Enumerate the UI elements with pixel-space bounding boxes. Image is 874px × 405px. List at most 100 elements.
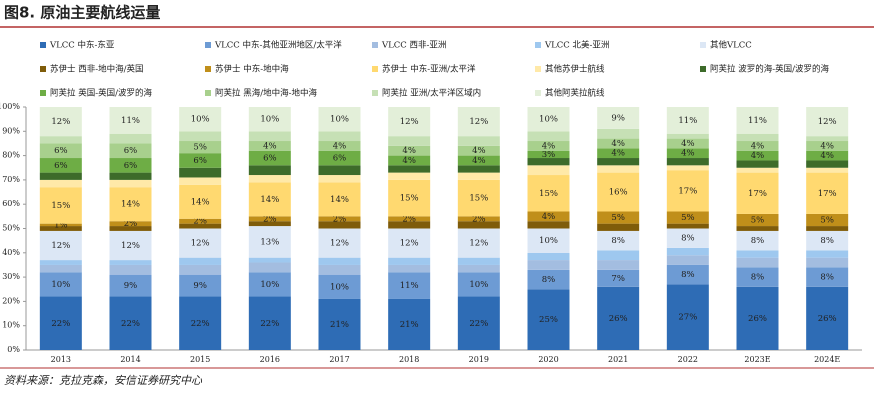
bar-segment [179, 141, 222, 154]
data-label: 8% [820, 273, 834, 283]
data-label: 4% [820, 141, 834, 151]
bar-segment [39, 260, 82, 265]
data-label: 5% [751, 215, 765, 225]
data-label: 4% [542, 212, 556, 222]
bar-segment [388, 228, 431, 258]
data-label: 11% [400, 281, 419, 291]
data-label: 12% [121, 241, 140, 251]
bar-segment [597, 230, 640, 251]
data-label: 8% [751, 236, 765, 246]
chart-title: 图8. 原油主要航线运量 [4, 4, 160, 22]
legend-label: 苏伊士 中东-亚洲/太平洋 [382, 64, 476, 75]
data-label: 10% [330, 115, 349, 125]
bar-segment [179, 184, 222, 219]
data-label: 21% [400, 320, 419, 330]
bar-segment [736, 267, 779, 287]
bar-segment [597, 223, 640, 231]
bar-segment [736, 230, 779, 251]
bar-segment [527, 211, 570, 222]
bar-segment [736, 167, 779, 173]
x-tick-label: 2024E [814, 355, 840, 364]
bar-segment [109, 260, 152, 265]
bar-segment [388, 216, 431, 222]
x-tick-label: 2019 [469, 355, 489, 364]
data-label: 4% [542, 141, 556, 151]
data-label: 22% [121, 319, 140, 329]
bar-segment [527, 175, 570, 212]
data-label: 17% [748, 189, 767, 199]
legend-swatch [372, 66, 378, 72]
data-label: 6% [333, 154, 347, 164]
bar-segment [318, 131, 361, 142]
data-label: 12% [191, 239, 210, 249]
y-tick-label: 40% [2, 248, 20, 257]
bar-segment [248, 107, 291, 132]
bar-segment [736, 141, 779, 151]
bar-segment [318, 107, 361, 132]
data-label: 6% [124, 146, 138, 156]
data-label: 12% [469, 239, 488, 249]
bar-segment [248, 131, 291, 142]
bar-segment [736, 107, 779, 134]
data-label: 3% [542, 150, 556, 160]
data-label: 15% [539, 189, 558, 199]
bar-segment [248, 216, 291, 222]
data-label: 6% [54, 161, 68, 171]
bar-segment [457, 221, 500, 229]
bar-segment [457, 165, 500, 173]
data-label: 8% [542, 275, 556, 285]
x-tick-label: 2014 [120, 355, 140, 364]
bar-segment [666, 107, 709, 134]
data-label: 10% [539, 236, 558, 246]
legend-swatch [205, 90, 211, 96]
data-label: 15% [469, 194, 488, 204]
bar-segment [179, 264, 222, 275]
y-tick-label: 100% [0, 102, 20, 111]
data-label: 5% [681, 213, 695, 223]
bar-segment [666, 170, 709, 212]
bar-segment [248, 226, 291, 258]
data-label: 14% [121, 200, 140, 210]
bar-segment [39, 264, 82, 273]
bar-segment [597, 286, 640, 350]
data-label: 1% [54, 220, 68, 230]
bar-segment [597, 165, 640, 173]
x-tick-label: 2020 [538, 355, 558, 364]
bar-segment [806, 160, 849, 168]
legend-label: VLCC 中东-其他亚洲地区/太平洋 [214, 40, 342, 51]
data-label: 12% [330, 239, 349, 249]
bar-segment [179, 218, 222, 224]
bar-segment [527, 260, 570, 270]
bar-segment [457, 172, 500, 180]
bar-segment [597, 211, 640, 224]
bar-segment [806, 257, 849, 268]
bar-segment [388, 179, 431, 217]
bar-segment [457, 228, 500, 258]
y-tick-label: 0% [7, 345, 20, 354]
data-label: 8% [820, 236, 834, 246]
bar-segment [736, 286, 779, 350]
data-label: 22% [51, 319, 70, 329]
data-label: 4% [820, 151, 834, 161]
bar-segment [179, 223, 222, 229]
bar-segment [457, 107, 500, 137]
data-label: 10% [469, 280, 488, 290]
bar-segment [109, 172, 152, 180]
bar-segment [806, 250, 849, 258]
bar-segment [318, 298, 361, 350]
bar-segment [109, 107, 152, 134]
bar-segment [318, 257, 361, 265]
legend-swatch [40, 90, 46, 96]
legend-swatch [40, 66, 46, 72]
data-label: 26% [748, 314, 767, 324]
data-label: 27% [678, 313, 697, 323]
bar-segment [736, 213, 779, 227]
bar-segment [736, 150, 779, 161]
bar-segment [736, 133, 779, 142]
legend-label: 苏伊士 西非-地中海/英国 [50, 64, 143, 75]
y-tick-label: 60% [2, 199, 20, 208]
x-tick-label: 2016 [260, 355, 280, 364]
bar-segment [318, 216, 361, 222]
bar-segment [597, 107, 640, 129]
